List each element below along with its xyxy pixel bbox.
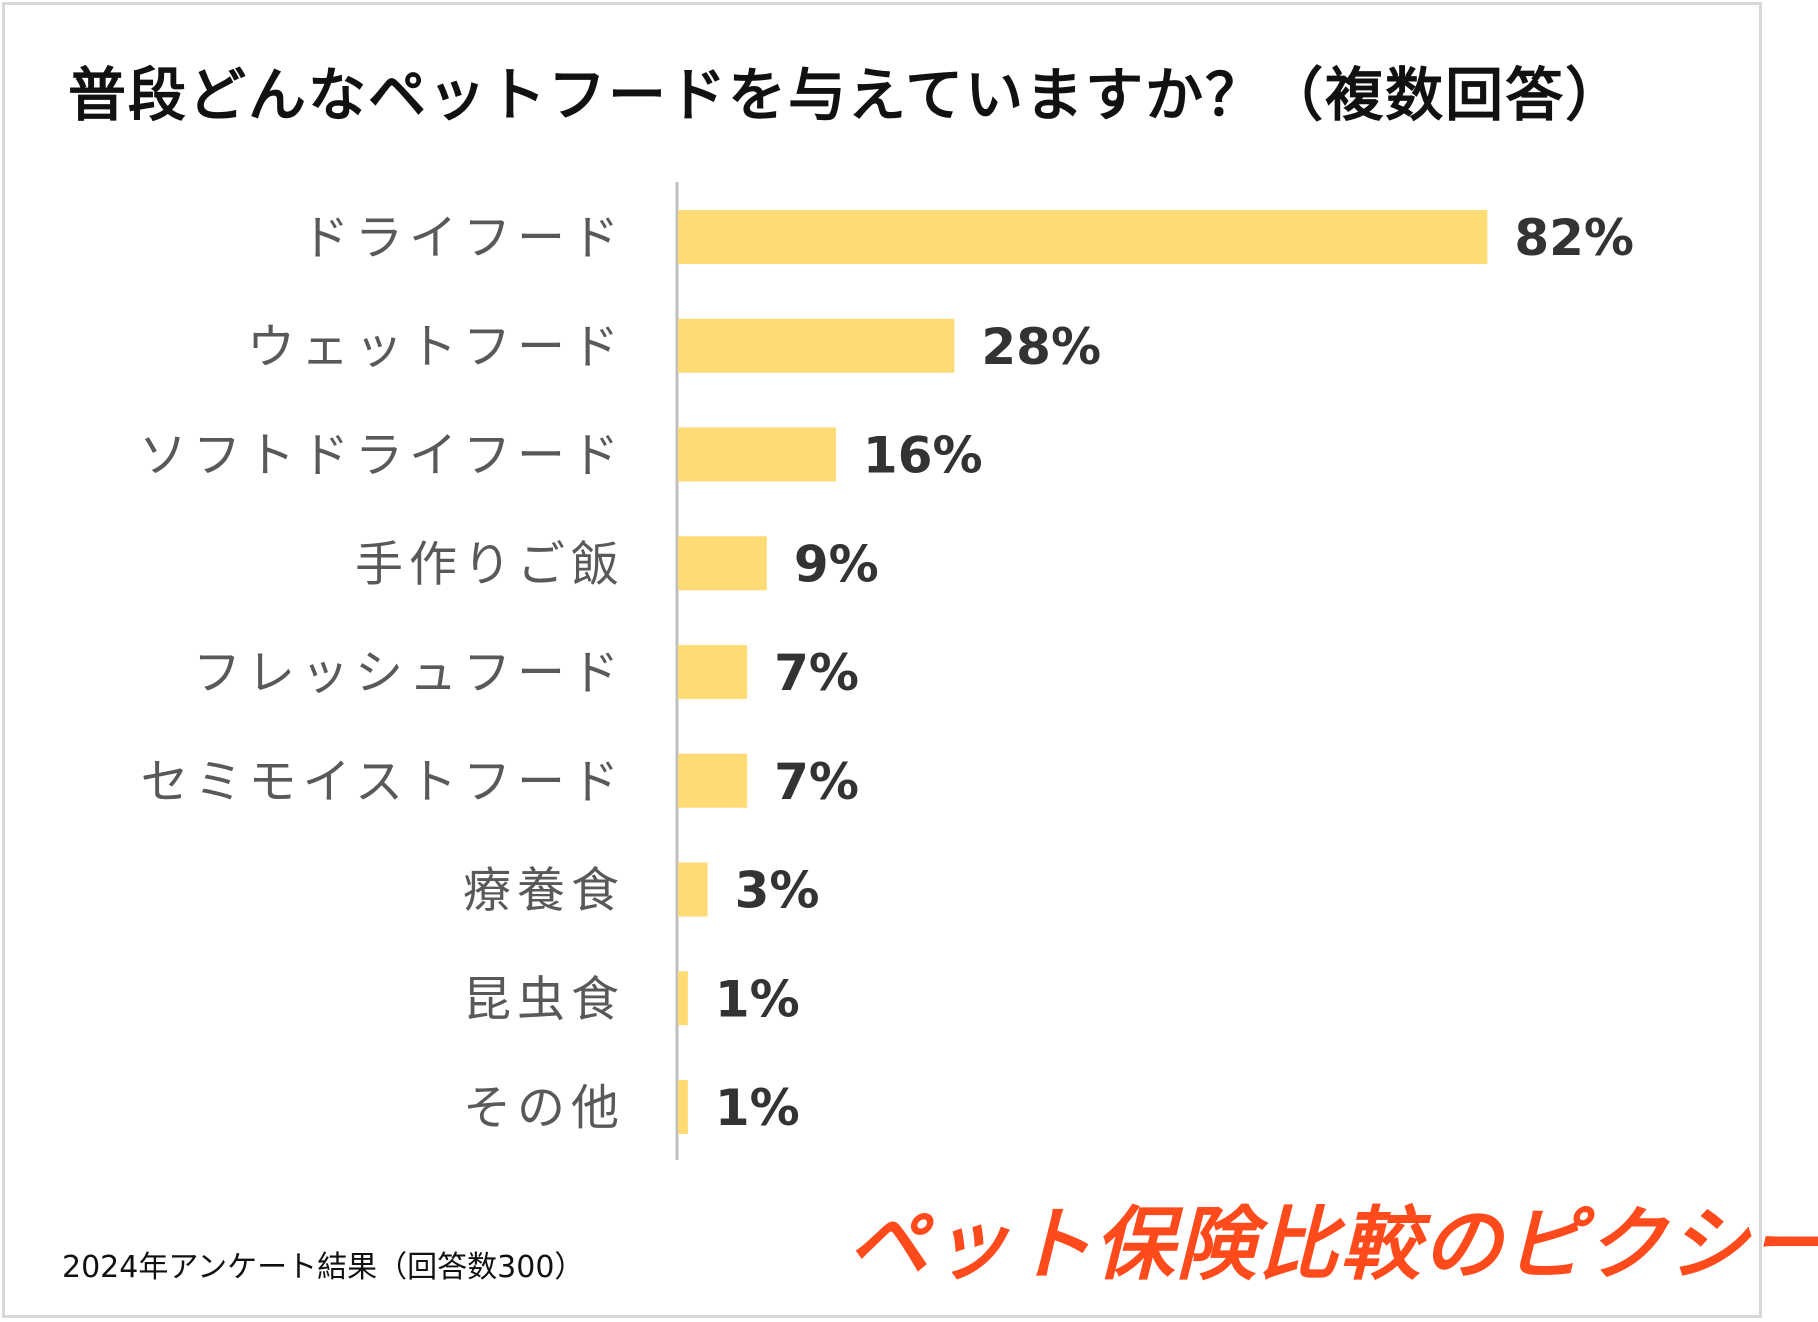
survey-footnote: 2024年アンケート結果（回答数300） [62,1250,585,1285]
category-label: 昆虫食 [463,971,625,1027]
category-label: セミモイストフード [140,754,625,810]
value-label: 7% [774,644,859,702]
bar [678,1080,688,1134]
bar [678,971,688,1026]
bar [678,753,748,808]
bar [678,318,955,373]
category-label: その他 [463,1080,625,1136]
bar [678,645,748,699]
category-label: 手作りご飯 [355,536,625,592]
category-label: ウェットフード [247,319,625,375]
bar [678,210,1488,264]
category-label: 療養食 [463,863,625,919]
value-label: 1% [715,1079,800,1137]
bar [678,427,836,482]
value-label: 9% [794,535,879,593]
bar [678,862,708,917]
value-label: 28% [981,318,1101,376]
bar [678,536,767,591]
chart-title: 普段どんなペットフードを与えていますか？（複数回答） [68,61,1626,129]
value-label: 16% [863,427,983,485]
brand-logo: ペット保険比較のピクシー [848,1198,1818,1291]
value-label: 82% [1514,209,1634,267]
category-label: ドライフード [301,210,625,266]
category-label: フレッシュフード [193,645,625,701]
value-label: 3% [735,862,820,920]
value-label: 7% [774,753,859,811]
value-label: 1% [715,970,800,1028]
category-label: ソフトドライフード [139,428,625,484]
